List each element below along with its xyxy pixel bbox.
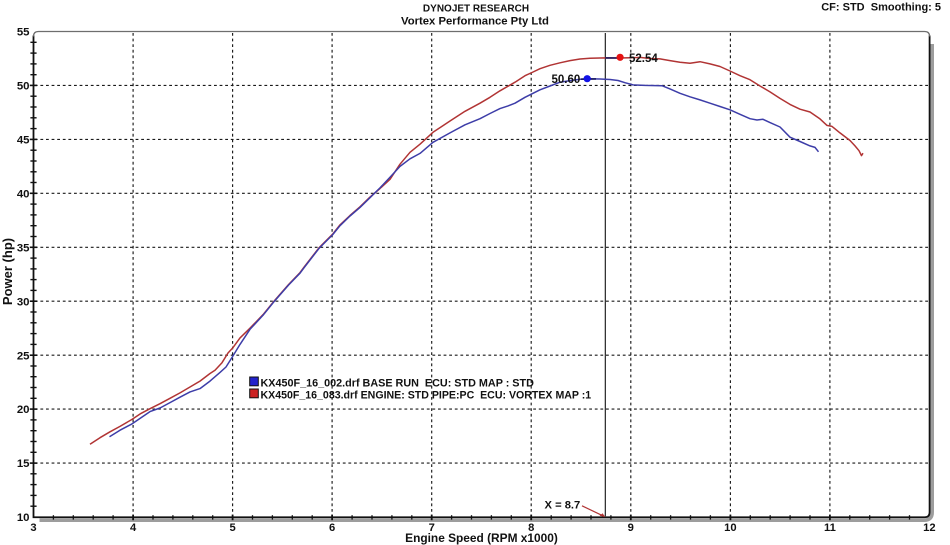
svg-text:20: 20 [17, 404, 30, 416]
svg-text:KX450F_16_002.drf BASE RUN EC: KX450F_16_002.drf BASE RUN ECU: STD MAP … [261, 377, 535, 389]
svg-text:9: 9 [628, 522, 634, 534]
svg-text:15: 15 [17, 458, 30, 470]
svg-text:Power (hp): Power (hp) [0, 238, 15, 305]
svg-text:40: 40 [17, 188, 30, 200]
svg-text:11: 11 [824, 522, 836, 534]
svg-text:3: 3 [30, 522, 36, 534]
svg-text:CF: STD Smoothing: 5: CF: STD Smoothing: 5 [821, 1, 941, 13]
svg-text:25: 25 [17, 350, 30, 362]
svg-text:45: 45 [17, 135, 30, 147]
svg-text:52.54: 52.54 [629, 53, 658, 65]
svg-text:10: 10 [724, 522, 736, 534]
svg-text:6: 6 [329, 522, 335, 534]
svg-text:10: 10 [17, 512, 30, 524]
svg-text:35: 35 [17, 242, 30, 254]
svg-text:5: 5 [229, 522, 235, 534]
svg-text:Engine Speed (RPM x1000): Engine Speed (RPM x1000) [405, 531, 558, 545]
svg-text:7: 7 [429, 522, 435, 534]
svg-text:55: 55 [17, 27, 30, 39]
svg-text:12: 12 [923, 522, 935, 534]
svg-text:8: 8 [528, 522, 534, 534]
svg-text:50.60: 50.60 [552, 74, 581, 86]
svg-text:X = 8.7: X = 8.7 [545, 500, 581, 512]
svg-text:KX450F_16_083.drf ENGINE: STD: KX450F_16_083.drf ENGINE: STD PIPE:PC EC… [261, 390, 592, 402]
svg-text:50: 50 [17, 81, 30, 93]
svg-text:DYNOJET RESEARCH: DYNOJET RESEARCH [423, 4, 529, 15]
svg-text:4: 4 [130, 522, 137, 534]
svg-text:Vortex Performance Pty Ltd: Vortex Performance Pty Ltd [401, 15, 549, 27]
svg-text:30: 30 [17, 296, 30, 308]
